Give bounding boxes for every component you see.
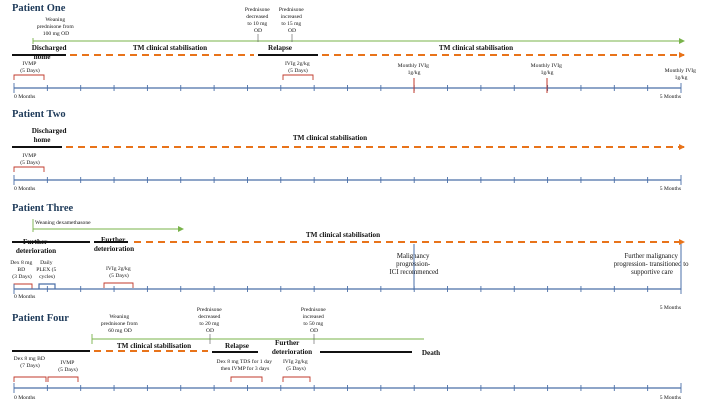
p1-axis-end-label: 5 Months xyxy=(660,94,681,100)
p1-axis-start-label: 0 Months xyxy=(14,94,35,100)
p1-ivig-bracket xyxy=(282,74,314,80)
p2-axis-start-label: 0 Months xyxy=(14,186,35,192)
p2-axis-end-label: 5 Months xyxy=(660,186,681,192)
p1-ivmp-note: IVMP (5 Days) xyxy=(20,61,40,74)
p4-dex-note: Dex 8 mg BD (7 Days) xyxy=(14,356,47,369)
p4-dex-bracket xyxy=(13,376,47,382)
p4-axis-end-label: 5 Months xyxy=(660,395,681,401)
p3-ivig-note: IVIg 2g/kg (5 Days) xyxy=(106,266,132,279)
p3-dex-bracket xyxy=(13,283,33,289)
p4-axis-start-label: 0 Months xyxy=(14,395,35,401)
p4-prednisone-increased-note: Prednisone increased to 50 mg OD xyxy=(301,307,327,334)
p2-ivmp-note: IVMP (5 Days) xyxy=(20,153,40,166)
p1-ivmp-bracket xyxy=(13,74,45,80)
p4-ivmp-bracket xyxy=(47,376,79,382)
p3-dex-note: Dex 8 mg BD (3 Days) xyxy=(10,260,33,280)
p4-further-deterioration-label: Further deterioration xyxy=(272,339,312,356)
p2-timeline-axis xyxy=(13,175,682,185)
p4-dex-tds-note: Dex 8 mg TDS for 1 day then IVMP for 3 d… xyxy=(217,358,274,372)
p1-monthly-ivig-note-3: Monthly IVIg 1g/kg xyxy=(665,68,698,81)
p1-prednisone-increased-note: Prednisone increased to 15 mg OD xyxy=(279,7,305,34)
patient-four-title: Patient Four xyxy=(12,313,69,324)
patient-two-section: Patient Two Discharged home TM clinical … xyxy=(12,109,685,192)
p4-weaning-note: Weaning prednisone from 60 mg OD xyxy=(101,314,139,334)
p3-ivig-bracket xyxy=(103,282,134,288)
p4-ivmp-note: IVMP (5 Days) xyxy=(58,360,78,373)
p1-discharged-home-label: Discharged home xyxy=(32,44,69,61)
patient-four-section: Patient Four Weaning prednisone from 60 … xyxy=(12,307,682,401)
patient-three-title: Patient Three xyxy=(12,203,73,214)
p1-monthly-ivig-note-2: Monthly IVIg 1g/kg xyxy=(531,63,564,76)
p1-weaning-note: Weaning prednisone from 100 mg OD xyxy=(37,17,75,37)
patient-one-title: Patient One xyxy=(12,3,66,14)
p3-weaning-note: Weaning dexamethasone xyxy=(35,220,91,226)
p3-further-malignancy-note: Further malignancy progression- transiti… xyxy=(614,253,690,276)
p4-death-label: Death xyxy=(422,349,440,357)
p4-prednisone-decreased-note: Prednisone decreased to 20 mg OD xyxy=(197,307,223,334)
p2-discharged-home-label: Discharged home xyxy=(32,127,69,144)
patient-one-section: Patient One Weaning prednisone from 100 … xyxy=(12,3,698,100)
p3-plex-note: Daily PLEX (5 cycles) xyxy=(36,260,57,280)
p1-ivig-note: IVIg 2g/kg (5 Days) xyxy=(285,61,311,74)
p4-stabilisation-label: TM clinical stabilisation xyxy=(117,342,191,350)
p3-further-deterioration-label-1: Further deterioration xyxy=(16,238,56,255)
p3-timeline-axis xyxy=(13,284,682,294)
patient-three-section: Patient Three Weaning dexamethasone Furt… xyxy=(10,203,690,311)
p1-stabilisation-label-2: TM clinical stabilisation xyxy=(439,44,513,52)
p3-stabilisation-label: TM clinical stabilisation xyxy=(306,231,380,239)
patient-two-title: Patient Two xyxy=(12,109,66,120)
p3-further-deterioration-label-2: Further deterioration xyxy=(94,236,134,253)
p4-timeline-axis xyxy=(13,383,682,393)
p4-relapse-label: Relapse xyxy=(225,342,249,350)
p1-monthly-ivig-note-1: Monthly IVIg 1g/kg xyxy=(398,63,431,76)
p1-stabilisation-label-1: TM clinical stabilisation xyxy=(133,44,207,52)
p1-prednisone-decreased-note: Prednisone decreased to 10 mg OD xyxy=(245,7,271,34)
p4-ivig-bracket xyxy=(282,376,311,382)
p3-axis-end-label: 5 Months xyxy=(660,305,681,311)
p1-timeline-axis xyxy=(13,83,682,93)
p3-plex-bracket xyxy=(38,283,56,289)
p4-ivig-note: IVIg 2g/kg (5 Days) xyxy=(283,359,309,372)
p2-stabilisation-label: TM clinical stabilisation xyxy=(293,134,367,142)
p2-ivmp-bracket xyxy=(13,166,45,172)
p1-relapse-label: Relapse xyxy=(268,44,292,52)
p3-axis-start-label: 0 Months xyxy=(14,294,35,300)
p4-dex-tds-bracket xyxy=(230,376,263,382)
